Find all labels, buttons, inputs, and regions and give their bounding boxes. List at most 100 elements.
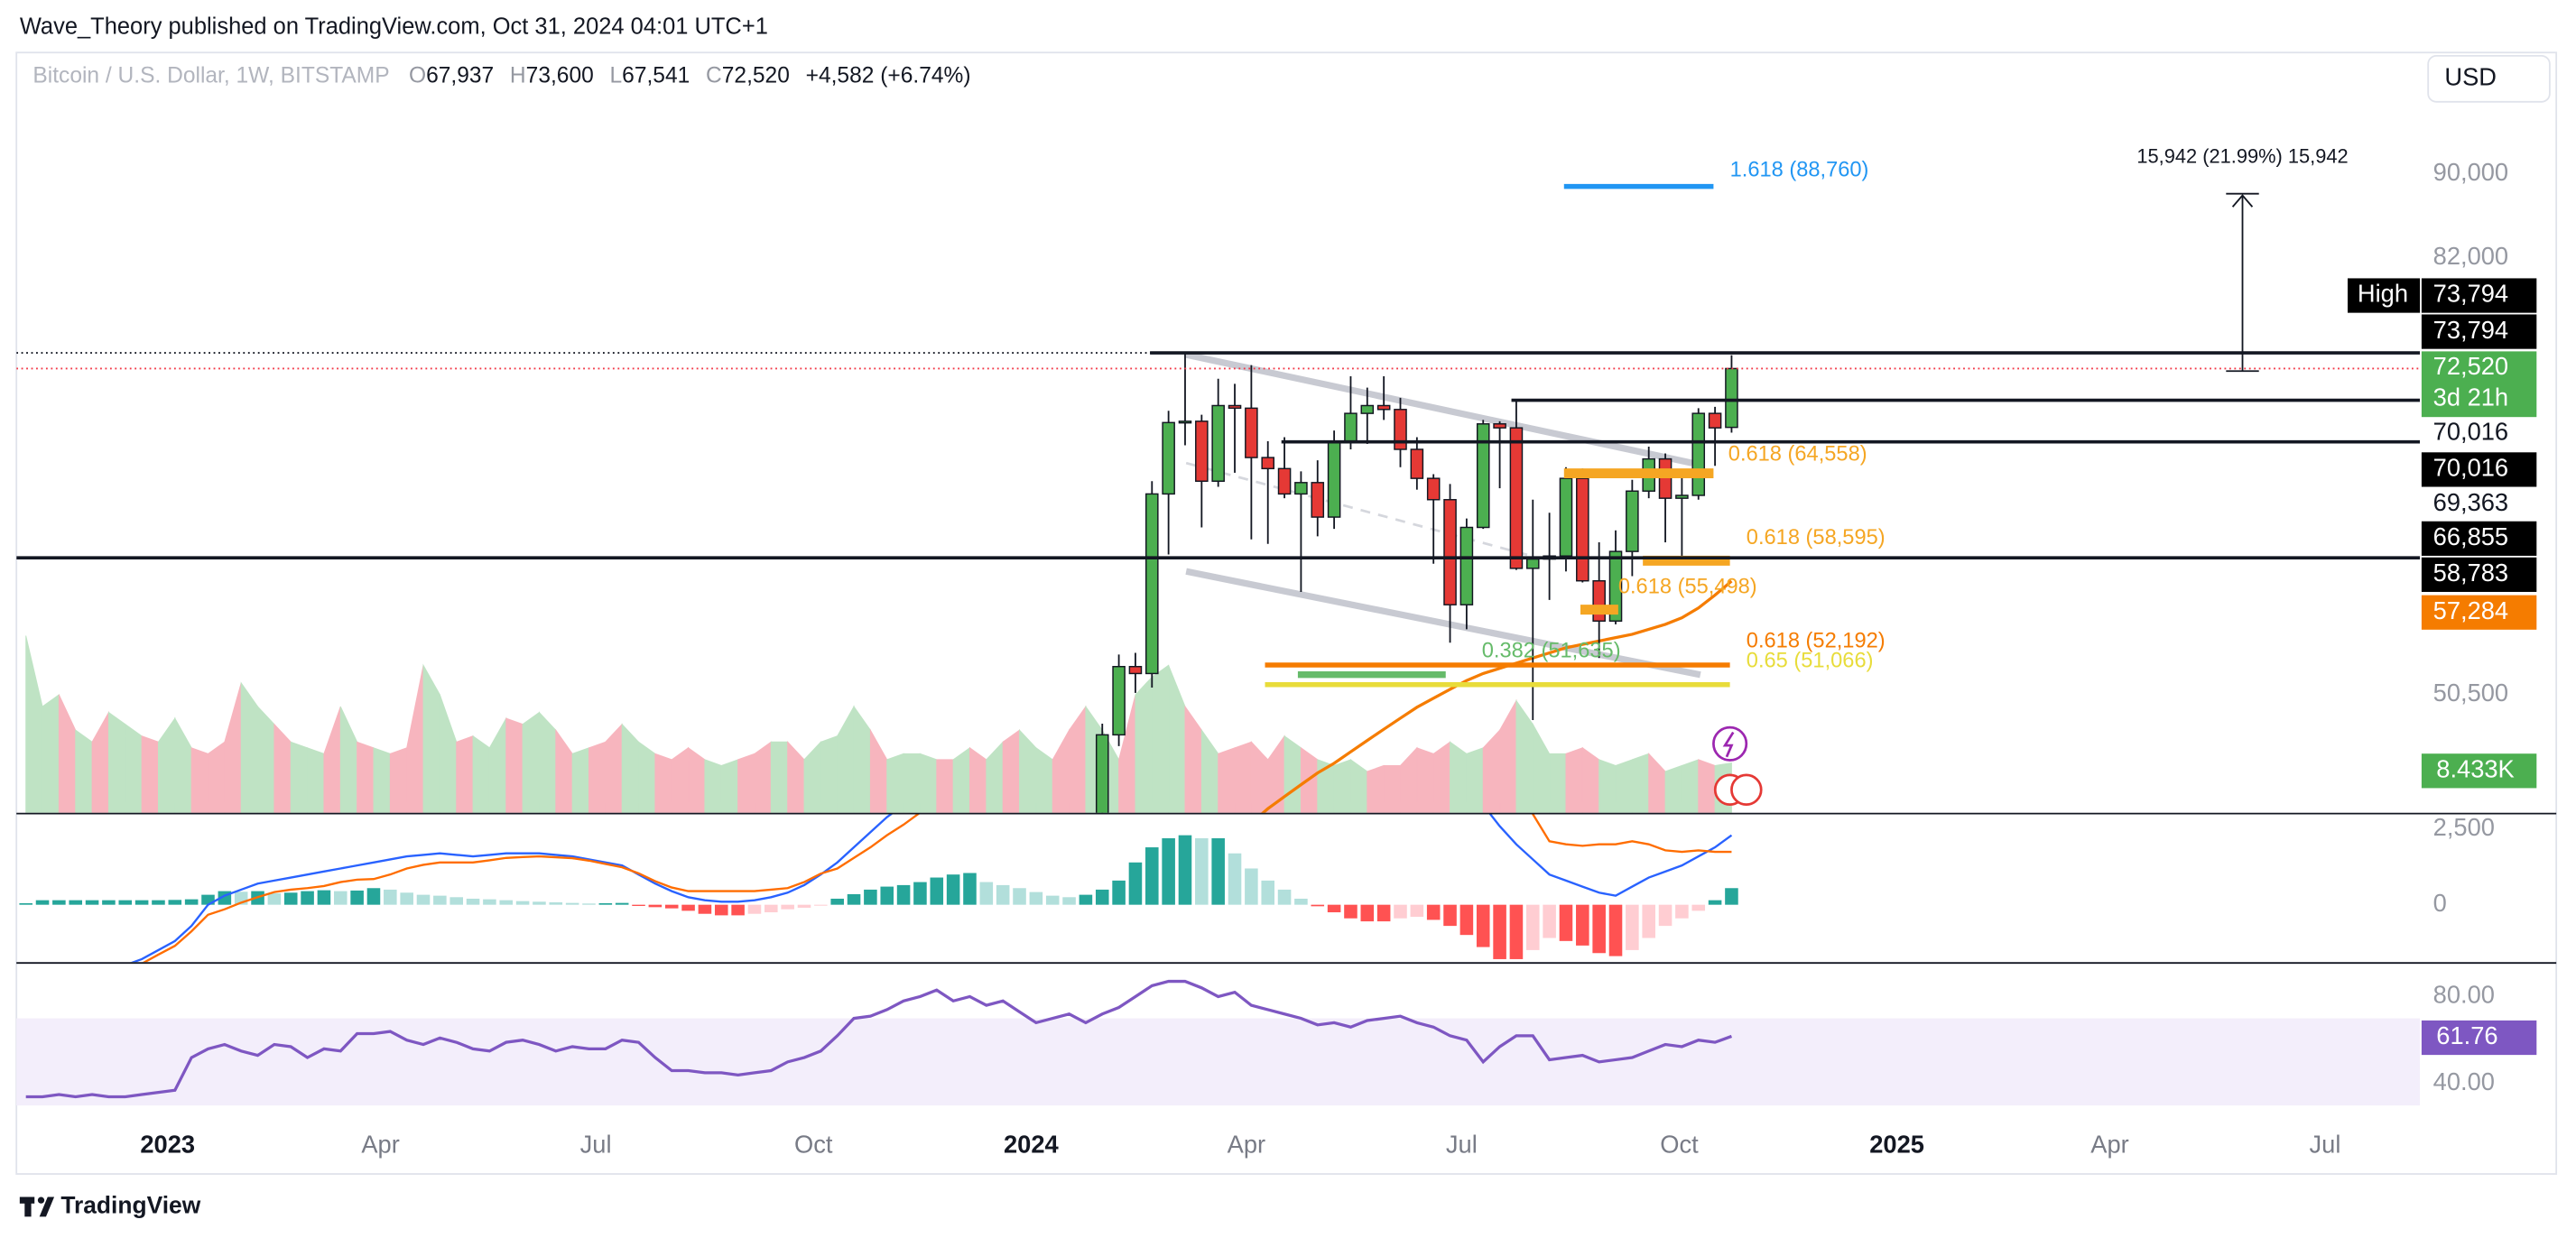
macd-histogram-bar xyxy=(1228,853,1242,905)
legend-key: L xyxy=(610,64,623,88)
volume-area xyxy=(1168,665,1186,813)
volume-area xyxy=(986,741,1004,813)
button-frame[interactable] xyxy=(2427,54,2551,103)
volume-area xyxy=(952,746,970,813)
volume-area xyxy=(505,717,524,813)
macd-histogram-bar xyxy=(1493,904,1506,959)
price-label: 72,520 xyxy=(2433,352,2508,380)
volume-area xyxy=(158,716,176,813)
macd-histogram-bar xyxy=(350,890,364,905)
macd-histogram-bar xyxy=(1708,900,1722,905)
volume-area xyxy=(1549,753,1567,813)
volume-label-box xyxy=(2421,753,2537,789)
volume-area xyxy=(1499,698,1517,813)
measure-tool: 15,942 (21.99%) 15,942 xyxy=(2136,144,2349,373)
candle-body xyxy=(1294,482,1308,495)
volume-area xyxy=(240,681,259,813)
macd-histogram-bar xyxy=(118,900,133,905)
price-layer xyxy=(16,183,2421,813)
volume-area xyxy=(1466,747,1484,813)
volume-area xyxy=(1367,764,1385,813)
macd-histogram-bar xyxy=(565,902,579,905)
candle-body xyxy=(1112,666,1126,736)
candle-body xyxy=(1426,477,1441,501)
rsi-label-box xyxy=(2421,1020,2537,1056)
volume-area xyxy=(1432,741,1450,813)
macd-histogram-bar xyxy=(201,894,215,905)
macd-histogram-bar xyxy=(483,899,496,905)
volume-area xyxy=(42,694,60,813)
macd-histogram-bar xyxy=(549,901,563,905)
volume-area xyxy=(1218,747,1236,813)
volume-area xyxy=(671,746,690,813)
volume-area xyxy=(969,746,987,813)
volume-area xyxy=(1565,747,1583,813)
macd-histogram-bar xyxy=(1261,880,1275,905)
macd-histogram-bar xyxy=(1013,888,1026,905)
macd-histogram-bar xyxy=(134,900,149,905)
legend-key: O xyxy=(409,64,426,88)
macd-histogram-bar xyxy=(1626,904,1639,950)
volume-area xyxy=(869,728,888,813)
y-tick-label: 0 xyxy=(2433,889,2447,917)
x-tick-label: 2023 xyxy=(140,1130,195,1158)
macd-histogram-bar xyxy=(334,891,347,905)
volume-area xyxy=(654,753,672,813)
macd-histogram-bar xyxy=(1608,904,1623,956)
rsi-band xyxy=(16,1018,2421,1106)
volume-layer xyxy=(25,635,1732,813)
volume-area xyxy=(1664,764,1682,813)
candle-body xyxy=(1559,477,1573,557)
macd-histogram-bar xyxy=(1394,904,1407,919)
legend-value: 67,937 xyxy=(426,64,494,88)
price-label: 70,016 xyxy=(2433,418,2508,446)
macd-histogram-bar xyxy=(152,900,165,905)
macd-histogram-bar xyxy=(52,900,66,905)
macd-histogram-bar xyxy=(69,900,83,905)
macd-histogram-bar xyxy=(1691,904,1706,911)
candle-body xyxy=(1509,427,1524,569)
macd-histogram-bar xyxy=(499,900,514,905)
moving-average xyxy=(1261,579,1733,813)
currency-button[interactable]: USD xyxy=(2427,54,2551,103)
candle-body xyxy=(1311,482,1325,518)
macd-histogram-bar xyxy=(731,904,745,916)
volume-area xyxy=(1383,764,1401,813)
macd-histogram-bar xyxy=(1459,904,1474,936)
volume-area xyxy=(1035,746,1053,813)
macd-histogram-bar xyxy=(1410,904,1424,918)
candle-body xyxy=(1708,412,1722,429)
volume-area xyxy=(903,753,921,813)
macd-histogram-bar xyxy=(698,904,712,914)
volume-area xyxy=(571,747,589,813)
channel-line xyxy=(1185,568,1701,679)
candle-body xyxy=(1592,579,1606,622)
volume-area xyxy=(422,663,440,813)
price-label-box xyxy=(2421,351,2537,418)
macd-histogram-bar xyxy=(1095,889,1109,905)
x-tick-label: Oct xyxy=(794,1130,833,1158)
icon xyxy=(1712,725,1748,762)
macd-histogram-bar xyxy=(1178,835,1192,905)
y-tick-label: 82,000 xyxy=(2433,242,2508,270)
volume-area xyxy=(1267,734,1285,813)
macd-histogram-bar xyxy=(85,900,99,905)
volume-area xyxy=(919,753,938,813)
volume-area xyxy=(273,723,292,813)
fib-label: 0.618 (52,192) xyxy=(1747,630,1886,653)
button-label[interactable]: USD xyxy=(2444,63,2497,91)
volume-area xyxy=(770,741,789,813)
volume-area xyxy=(820,735,839,813)
macd-histogram-bar xyxy=(1476,904,1490,947)
volume-area xyxy=(1400,746,1418,813)
macd-histogram-bar xyxy=(664,904,679,909)
volume-area xyxy=(787,741,805,813)
fib-label: 0.382 (51,635) xyxy=(1482,640,1621,663)
macd-histogram-bar xyxy=(533,901,546,905)
y-tick-label: 80.00 xyxy=(2433,981,2495,1009)
x-tick-label: Apr xyxy=(2090,1130,2128,1158)
volume-area xyxy=(720,759,739,813)
measure-label: 15,942 (21.99%) 15,942 xyxy=(2136,144,2348,167)
macd-histogram-bar xyxy=(913,882,927,905)
macd-histogram-bar xyxy=(184,899,199,905)
